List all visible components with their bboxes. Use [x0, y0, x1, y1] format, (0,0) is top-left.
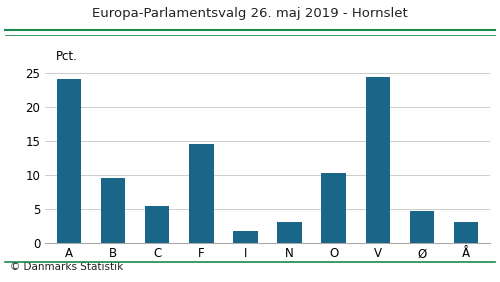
Bar — [454, 222, 478, 243]
Text: Europa-Parlamentsvalg 26. maj 2019 - Hornslet: Europa-Parlamentsvalg 26. maj 2019 - Hor… — [92, 7, 408, 20]
Text: Pct.: Pct. — [56, 50, 78, 63]
Bar — [57, 80, 82, 243]
Bar — [366, 77, 390, 243]
Bar — [322, 173, 345, 243]
Bar — [101, 178, 126, 243]
Bar — [145, 206, 170, 243]
Bar — [190, 144, 214, 243]
Bar — [234, 231, 258, 243]
Text: © Danmarks Statistik: © Danmarks Statistik — [10, 262, 123, 272]
Bar — [278, 222, 301, 243]
Bar — [410, 211, 434, 243]
